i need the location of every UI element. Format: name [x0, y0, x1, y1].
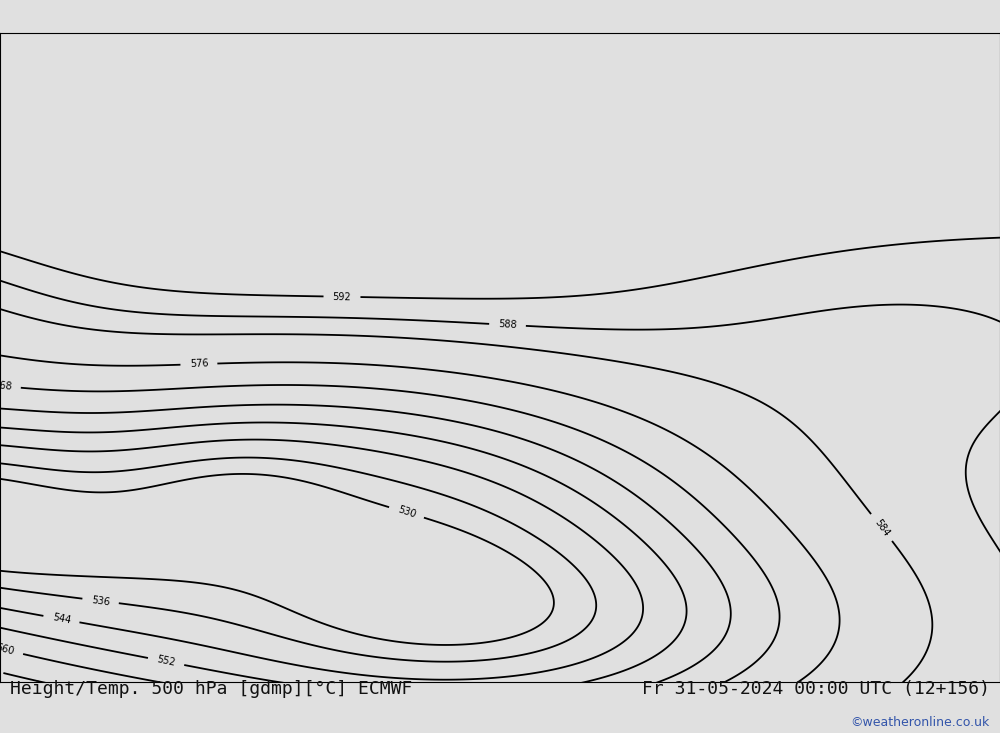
Text: Height/Temp. 500 hPa [gdmp][°C] ECMWF: Height/Temp. 500 hPa [gdmp][°C] ECMWF [10, 679, 412, 698]
Text: 576: 576 [189, 358, 208, 369]
Text: 592: 592 [333, 292, 351, 302]
Text: 588: 588 [498, 320, 517, 331]
Text: 544: 544 [51, 612, 71, 626]
Text: 584: 584 [872, 517, 891, 538]
Text: 530: 530 [396, 505, 417, 520]
Text: ©weatheronline.co.uk: ©weatheronline.co.uk [851, 716, 990, 729]
Text: 568: 568 [0, 380, 12, 392]
Text: 552: 552 [156, 655, 176, 668]
Text: Fr 31-05-2024 00:00 UTC (12+156): Fr 31-05-2024 00:00 UTC (12+156) [642, 679, 990, 698]
Text: 536: 536 [91, 594, 110, 607]
Text: 560: 560 [0, 643, 16, 657]
